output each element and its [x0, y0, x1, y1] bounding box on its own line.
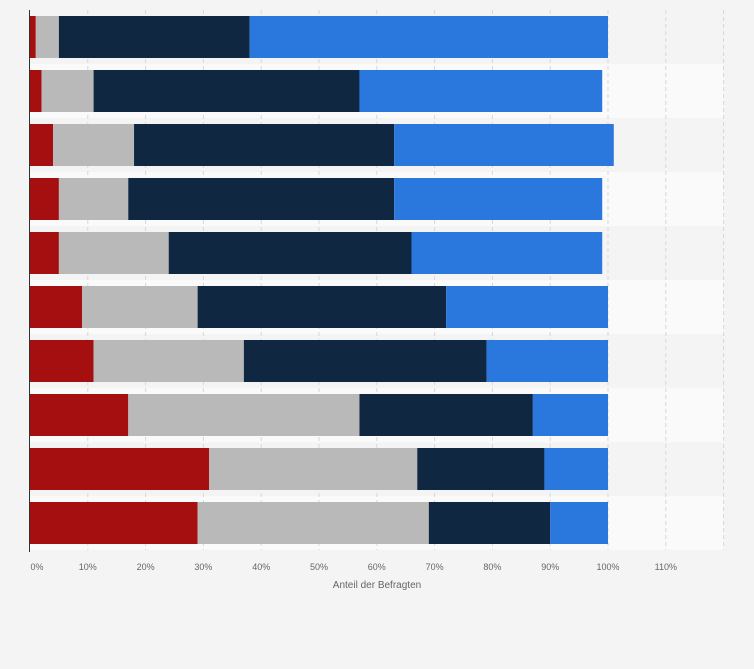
- bar-segment: [446, 286, 608, 328]
- bar-segment: [53, 124, 135, 166]
- bar-segment: [128, 178, 395, 220]
- x-tick-label: 60%: [368, 562, 386, 572]
- x-tick-labels: 0% 10% 20% 30% 40% 50% 60% 70% 80% 90% 100% 110%: [30, 562, 676, 572]
- bar-segment: [35, 16, 59, 58]
- bar-segment: [209, 448, 418, 490]
- bar-segment: [30, 394, 129, 436]
- bar-segment: [30, 70, 42, 112]
- bar-segment: [417, 448, 545, 490]
- bar-segment: [30, 502, 198, 544]
- x-tick-label: 0%: [30, 562, 43, 572]
- bar-segment: [359, 70, 603, 112]
- x-tick-label: 70%: [426, 562, 444, 572]
- x-tick-label: 20%: [137, 562, 155, 572]
- bar-segment: [428, 502, 551, 544]
- bar-segment: [41, 70, 94, 112]
- bar-segment: [197, 286, 447, 328]
- x-tick-label: 10%: [79, 562, 97, 572]
- bar-segment: [93, 340, 244, 382]
- bar-segment: [30, 286, 83, 328]
- bar-segment: [30, 124, 54, 166]
- bar-segment: [532, 394, 608, 436]
- bar-segment: [93, 70, 360, 112]
- bar-segment: [411, 232, 603, 274]
- x-tick-label: 110%: [655, 562, 677, 572]
- x-tick-label: 80%: [483, 562, 501, 572]
- x-axis-label: Anteil der Befragten: [333, 580, 421, 591]
- bar-segment: [168, 232, 412, 274]
- bar-segment: [128, 394, 360, 436]
- bar-segment: [30, 178, 59, 220]
- bar-segment: [30, 448, 210, 490]
- x-tick-label: 100%: [596, 562, 619, 572]
- bar-segment: [359, 394, 533, 436]
- bar-segment: [30, 16, 36, 58]
- bar-segment: [550, 502, 608, 544]
- bar-segment: [58, 232, 169, 274]
- bar-segment: [134, 124, 395, 166]
- bar-segment: [394, 124, 614, 166]
- bar-segment: [82, 286, 198, 328]
- bar-segment: [544, 448, 608, 490]
- bar-segment: [486, 340, 608, 382]
- bar-segment: [58, 16, 250, 58]
- x-tick-label: 50%: [310, 562, 328, 572]
- bar-segment: [58, 178, 129, 220]
- x-tick-label: 40%: [252, 562, 270, 572]
- bar-segment: [243, 340, 487, 382]
- bar-segment: [394, 178, 603, 220]
- bar-segment: [249, 16, 608, 58]
- bars: [30, 16, 614, 544]
- bar-segment: [30, 232, 59, 274]
- bar-segment: [197, 502, 429, 544]
- x-tick-label: 90%: [541, 562, 559, 572]
- x-tick-label: 30%: [194, 562, 212, 572]
- bar-segment: [30, 340, 94, 382]
